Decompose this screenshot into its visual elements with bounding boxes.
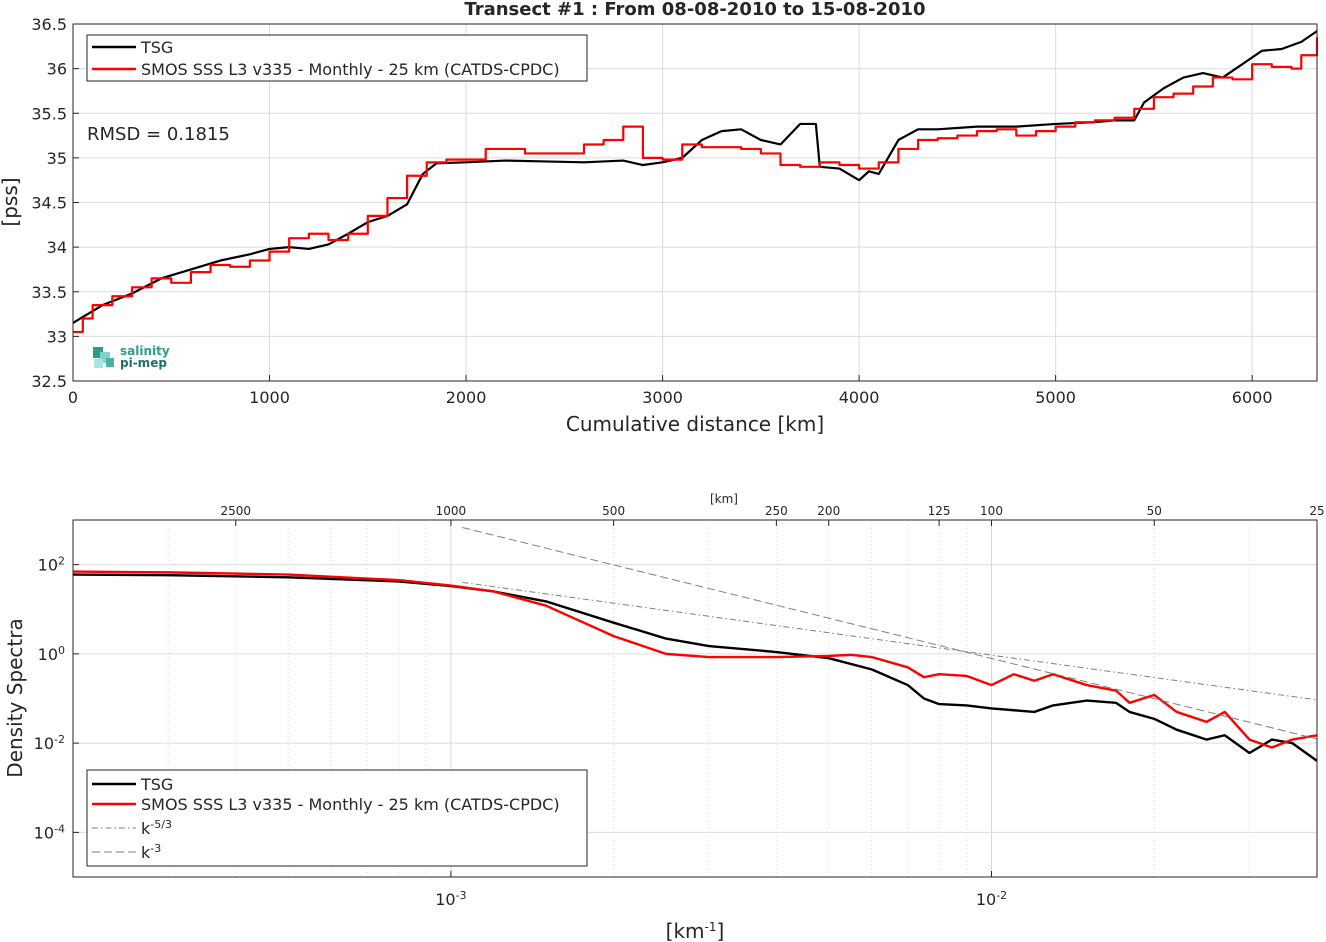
chart-1-logo: salinity pi-mep (93, 344, 170, 370)
c2-ytick-3: 102 (38, 554, 65, 575)
c1-ytick-4: 34.5 (31, 194, 67, 213)
chart-1-legend: TSG SMOS SSS L3 v335 - Monthly - 25 km (… (86, 34, 588, 82)
chart-2-top-axis-label: [km] (710, 492, 738, 506)
logo-line-1: salinity (120, 344, 170, 358)
c2-xtick-1: 10-2 (976, 889, 1007, 910)
legend2-label-smos: SMOS SSS L3 v335 - Monthly - 25 km (CATD… (141, 795, 560, 814)
chart-2-legend: TSG SMOS SSS L3 v335 - Monthly - 25 km (… (86, 769, 588, 867)
chart-1-xlabel: Cumulative distance [km] (566, 412, 824, 436)
c2-series-smos (72, 570, 1318, 749)
svg-text:[km-1]: [km-1] (666, 919, 725, 942)
c1-xtick-1: 1000 (249, 388, 290, 407)
chart-1-ticks: 0 1000 2000 3000 4000 5000 6000 32.5 33 33.5 34 34.… (31, 15, 1272, 407)
c2-ytick-2: 100 (38, 643, 65, 664)
salinity-logo-icon (93, 347, 114, 368)
legend-label-smos: SMOS SSS L3 v335 - Monthly - 25 km (CATD… (141, 60, 560, 79)
chart-1: 0 1000 2000 3000 4000 5000 6000 32.5 33 33.5 34 34.… (0, 0, 1319, 436)
c2-series-k3 (462, 526, 1318, 740)
c1-series-smos (73, 37, 1319, 334)
c1-ytick-8: 36.5 (31, 15, 67, 34)
c1-ytick-5: 35 (47, 149, 67, 168)
c1-xtick-3: 3000 (642, 388, 683, 407)
chart-2-frame (72, 519, 1318, 878)
c1-series-tsg (72, 30, 1318, 324)
c2-xtick-0: 10-3 (435, 889, 466, 910)
c1-ytick-2: 33.5 (31, 283, 67, 302)
logo-line-2: pi-mep (120, 356, 167, 370)
c2-toptick-1: 1000 (436, 504, 467, 518)
chart-2-series (72, 526, 1318, 762)
chart-2-xlabel: [km-1] (666, 919, 725, 942)
c1-xtick-5: 5000 (1035, 388, 1076, 407)
chart-2: 10-4 10-2 100 102 10-3 10-2 2500 1000 500 250 200 1… (3, 492, 1325, 942)
c2-toptick-7: 50 (1147, 504, 1162, 518)
c1-xtick-4: 4000 (839, 388, 880, 407)
chart-1-legend-box (86, 34, 588, 82)
c1-xtick-6: 6000 (1232, 388, 1273, 407)
c2-toptick-0: 2500 (220, 504, 251, 518)
c2-toptick-6: 100 (980, 504, 1003, 518)
c2-toptick-5: 125 (928, 504, 951, 518)
chart-1-series (72, 30, 1319, 334)
chart-1-title: Transect #1 : From 08-08-2010 to 15-08-2… (464, 0, 925, 20)
c1-ytick-0: 32.5 (31, 372, 67, 391)
c2-toptick-2: 500 (602, 504, 625, 518)
c1-xtick-2: 2000 (446, 388, 487, 407)
c2-series-k53 (462, 581, 1318, 701)
c1-ytick-3: 34 (47, 238, 67, 257)
c1-ytick-7: 36 (47, 60, 67, 79)
legend-label-tsg: TSG (140, 38, 173, 57)
c2-ytick-1: 10-2 (34, 733, 65, 754)
chart-1-ylabel: [pss] (0, 177, 22, 226)
legend2-label-tsg: TSG (140, 775, 173, 794)
c2-toptick-4: 200 (817, 504, 840, 518)
chart-2-legend-box (86, 769, 588, 867)
c1-ytick-6: 35.5 (31, 104, 67, 123)
chart-1-rmsd: RMSD = 0.1815 (87, 124, 230, 145)
c2-toptick-3: 250 (765, 504, 788, 518)
c2-toptick-8: 25 (1309, 504, 1324, 518)
chart-2-ylabel: Density Spectra (3, 618, 27, 777)
c1-ytick-1: 33 (47, 327, 67, 346)
c1-xtick-0: 0 (68, 388, 78, 407)
c2-ytick-0: 10-4 (34, 822, 65, 843)
